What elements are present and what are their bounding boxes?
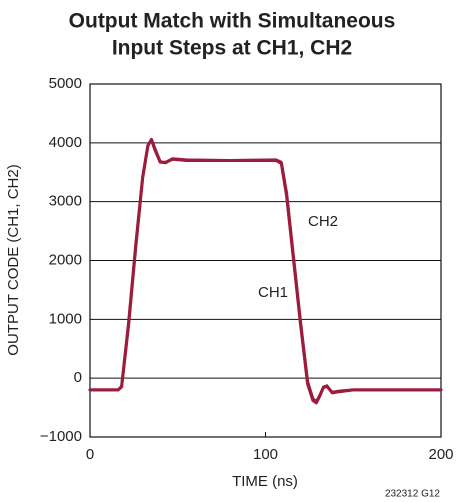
x-tick-label: 0: [86, 446, 94, 463]
y-tick-label: 2000: [49, 251, 82, 268]
y-tick-label: 3000: [49, 193, 82, 210]
y-tick-label: 5000: [49, 75, 82, 92]
chart-title: Input Steps at CH1, CH2: [112, 37, 352, 60]
series-label: CH1: [258, 284, 288, 301]
y-tick-label: 1000: [49, 310, 82, 327]
x-tick-label: 100: [253, 446, 278, 463]
x-axis-label: TIME (ns): [232, 473, 298, 490]
y-tick-label: 4000: [49, 134, 82, 151]
line-series: [88, 138, 443, 404]
footnote: 232312 G12: [385, 489, 440, 500]
series-label: CH2: [308, 213, 338, 230]
y-axis-label: OUTPUT CODE (CH1, CH2): [5, 164, 22, 355]
chart-title: Output Match with Simultaneous: [69, 10, 396, 33]
x-tick-label: 200: [428, 446, 453, 463]
y-tick-label: 0: [74, 369, 82, 386]
y-tick-label: −1000: [40, 428, 82, 445]
